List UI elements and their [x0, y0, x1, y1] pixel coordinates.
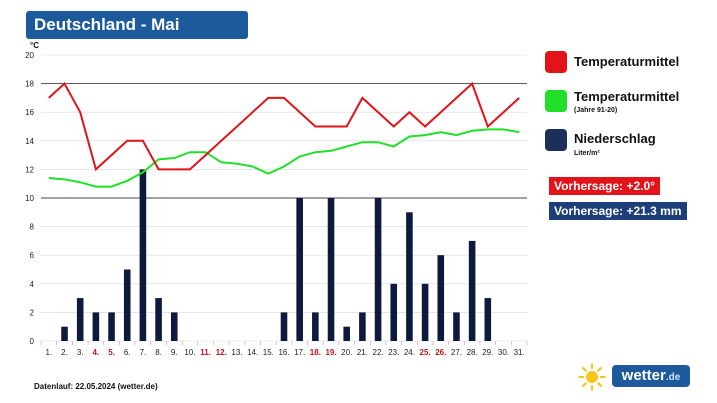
- x-tick-label: 29.: [482, 348, 493, 357]
- x-tick-label: 13.: [231, 348, 242, 357]
- precipitation-bar: [437, 255, 445, 341]
- precipitation-bar: [296, 198, 303, 341]
- x-tick-label: 27.: [451, 348, 462, 357]
- line-layer: [48, 81, 520, 188]
- x-tick-label: 9.: [171, 348, 178, 357]
- x-tick-label: 11.: [200, 348, 211, 357]
- y-tick-label: 2: [30, 308, 35, 317]
- data-timestamp: Datenlauf: 22.05.2024 (wetter.de): [34, 382, 158, 391]
- precipitation-bar: [390, 283, 398, 341]
- page-title: Deutschland - Mai: [26, 11, 248, 39]
- precipitation-bar: [406, 212, 413, 341]
- x-tick-label: 7.: [140, 348, 147, 357]
- precipitation-bar: [280, 312, 288, 341]
- legend-label: Temperaturmittel: [574, 54, 680, 69]
- forecast-temperature-badge: Vorhersage: +2.0°: [549, 177, 660, 195]
- legend-label: Niederschlag: [574, 131, 656, 146]
- y-tick-label: 10: [25, 194, 34, 203]
- precipitation-bar: [359, 312, 366, 341]
- y-tick-label: 12: [25, 165, 34, 174]
- precipitation-bar: [453, 312, 460, 341]
- axis-layer: 0 2 4 6 8 10 12 14 16 18 20 1. 2. 3. 4. 5. 6. 7. 8. 9. 10. 11…: [25, 51, 525, 357]
- x-tick-label: 2.: [61, 348, 68, 357]
- precipitation-bar: [76, 298, 84, 341]
- logo-wordmark: wetter.de: [612, 365, 690, 387]
- x-tick-label: 28.: [467, 348, 478, 357]
- x-tick-label: 26.: [435, 348, 446, 357]
- x-tick-label: 24.: [404, 348, 415, 357]
- x-tick-label: 6.: [124, 348, 131, 357]
- x-tick-label: 3.: [77, 348, 84, 357]
- x-tick-label: 12.: [216, 348, 227, 357]
- precipitation-bar: [343, 326, 351, 341]
- precipitation-bar: [421, 283, 429, 341]
- precipitation-bar: [468, 240, 476, 341]
- precipitation-bar: [327, 198, 335, 341]
- precipitation-bar: [374, 198, 382, 341]
- x-tick-label: 20.: [341, 348, 352, 357]
- legend-sublabel: (Jahre 91-20): [574, 107, 618, 114]
- x-tick-label: 31.: [514, 348, 525, 357]
- x-tick-label: 5.: [108, 348, 115, 357]
- bar-layer: [61, 169, 492, 341]
- x-tick-label: 21.: [357, 348, 368, 357]
- y-tick-label: 0: [30, 337, 35, 346]
- y-tick-label: 6: [30, 251, 35, 260]
- precipitation-bar: [92, 312, 100, 341]
- legend-swatch-red: [545, 51, 567, 73]
- precipitation-bar: [61, 326, 68, 341]
- logo-suffix: .de: [665, 372, 681, 383]
- wetter-logo[interactable]: wetter.de: [578, 361, 690, 391]
- legend-swatch-navy: [545, 129, 567, 151]
- precipitation-bar: [312, 312, 319, 341]
- legend-swatch-green: [545, 90, 567, 112]
- precipitation-bar: [108, 312, 115, 341]
- y-tick-label: 14: [25, 137, 34, 146]
- sun-icon: [578, 363, 606, 391]
- x-tick-label: 14.: [247, 348, 258, 357]
- y-axis-unit: °C: [30, 41, 39, 50]
- x-tick-label: 16.: [278, 348, 289, 357]
- forecast-precipitation-badge: Vorhersage: +21.3 mm: [549, 202, 687, 220]
- y-tick-label: 8: [30, 223, 35, 232]
- precipitation-bar: [170, 312, 178, 341]
- y-tick-label: 20: [25, 51, 34, 60]
- y-tick-label: 4: [30, 280, 35, 289]
- x-tick-label: 1.: [46, 348, 53, 357]
- x-tick-label: 17.: [294, 348, 305, 357]
- precipitation-bar: [139, 169, 147, 341]
- legend-sublabel: Liter/m²: [574, 150, 600, 157]
- precipitation-bar: [155, 298, 162, 341]
- precipitation-bar: [484, 298, 492, 341]
- temperature-normal-line: [48, 128, 520, 188]
- x-tick-label: 18.: [310, 348, 321, 357]
- x-tick-label: 19.: [325, 348, 336, 357]
- y-tick-label: 16: [25, 108, 34, 117]
- x-tick-label: 25.: [420, 348, 431, 357]
- x-tick-label: 22.: [373, 348, 384, 357]
- precipitation-bar: [123, 269, 131, 341]
- x-tick-label: 30.: [498, 348, 509, 357]
- temperature-line: [48, 81, 520, 172]
- legend-label: Temperaturmittel: [574, 89, 680, 104]
- logo-text: wetter: [621, 367, 666, 384]
- x-tick-label: 10.: [184, 348, 195, 357]
- x-tick-label: 15.: [263, 348, 274, 357]
- y-tick-label: 18: [25, 80, 34, 89]
- x-tick-label: 4.: [93, 348, 100, 357]
- x-tick-label: 23.: [388, 348, 399, 357]
- x-tick-label: 8.: [155, 348, 162, 357]
